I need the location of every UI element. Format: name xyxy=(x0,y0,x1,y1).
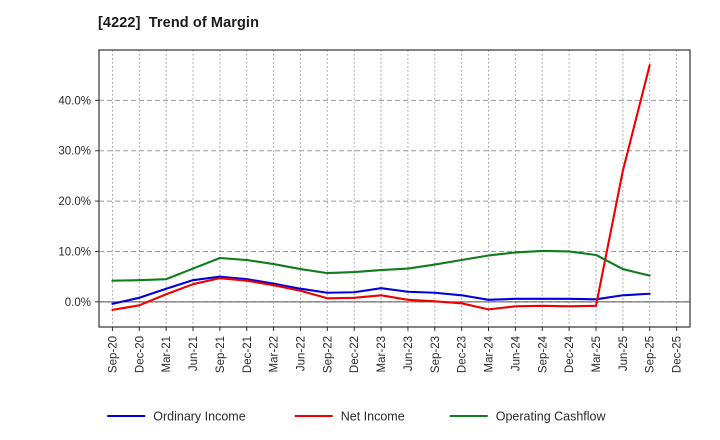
x-axis-tick-label: Mar-25 xyxy=(591,336,603,372)
x-axis-tick-label: Dec-21 xyxy=(242,336,254,373)
x-axis-tick-label: Sep-25 xyxy=(645,336,657,373)
x-axis-tick-label: Jun-22 xyxy=(295,336,307,371)
x-axis-tick-label: Sep-23 xyxy=(430,336,442,373)
x-axis-tick-label: Jun-25 xyxy=(618,336,630,371)
x-axis-tick-label: Mar-24 xyxy=(484,335,496,372)
x-axis-tick-label: Sep-24 xyxy=(537,335,549,373)
plot-border xyxy=(98,49,691,328)
x-axis-tick-label: Sep-21 xyxy=(215,336,227,373)
x-axis-labels: Sep-20 Dec-20 Mar-21 Jun-21 Sep-21 Dec-21 Mar-… xyxy=(107,335,683,373)
series-line-net-income xyxy=(111,64,651,311)
y-axis-tick-label: 30.0% xyxy=(58,146,91,158)
x-axis-tick-label: Dec-20 xyxy=(134,336,146,373)
y-axis-tick-label: 20.0% xyxy=(58,196,91,208)
chart-title: [4222] Trend of Margin xyxy=(98,15,260,31)
x-axis-tick-label: Jun-21 xyxy=(188,336,200,371)
x-axis-tick-label: Jun-23 xyxy=(403,336,415,371)
x-axis-tick-label: Dec-23 xyxy=(457,336,469,373)
y-axis-tick-label: 10.0% xyxy=(58,246,91,258)
plot-frame xyxy=(98,49,691,328)
series-line-ordinary-income xyxy=(111,275,651,305)
x-axis-tick-label: Jun-24 xyxy=(510,335,522,371)
axis-ticks xyxy=(95,99,678,331)
series-line-operating-cashflow xyxy=(111,249,651,282)
chart-legend: Ordinary Income Net Income Operating Cashf… xyxy=(107,410,607,424)
x-axis-tick-label: Sep-22 xyxy=(322,336,334,373)
legend-label: Net Income xyxy=(341,410,405,424)
legend-label: Ordinary Income xyxy=(153,410,245,424)
x-axis-tick-label: Mar-22 xyxy=(269,336,281,372)
data-series-layer xyxy=(111,64,651,311)
y-axis-tick-label: 0.0% xyxy=(65,297,91,309)
x-axis-tick-label: Dec-24 xyxy=(564,335,576,373)
x-axis-tick-label: Sep-20 xyxy=(107,336,119,373)
x-axis-tick-label: Dec-22 xyxy=(349,336,361,373)
y-axis-labels: 0.0% 10.0% 20.0% 30.0% 40.0% xyxy=(58,95,91,308)
x-axis-tick-label: Mar-23 xyxy=(376,336,388,372)
y-axis-tick-label: 40.0% xyxy=(58,95,91,107)
x-axis-tick-label: Mar-21 xyxy=(161,336,173,372)
x-axis-tick-label: Dec-25 xyxy=(672,336,684,373)
legend-label: Operating Cashflow xyxy=(496,410,607,424)
